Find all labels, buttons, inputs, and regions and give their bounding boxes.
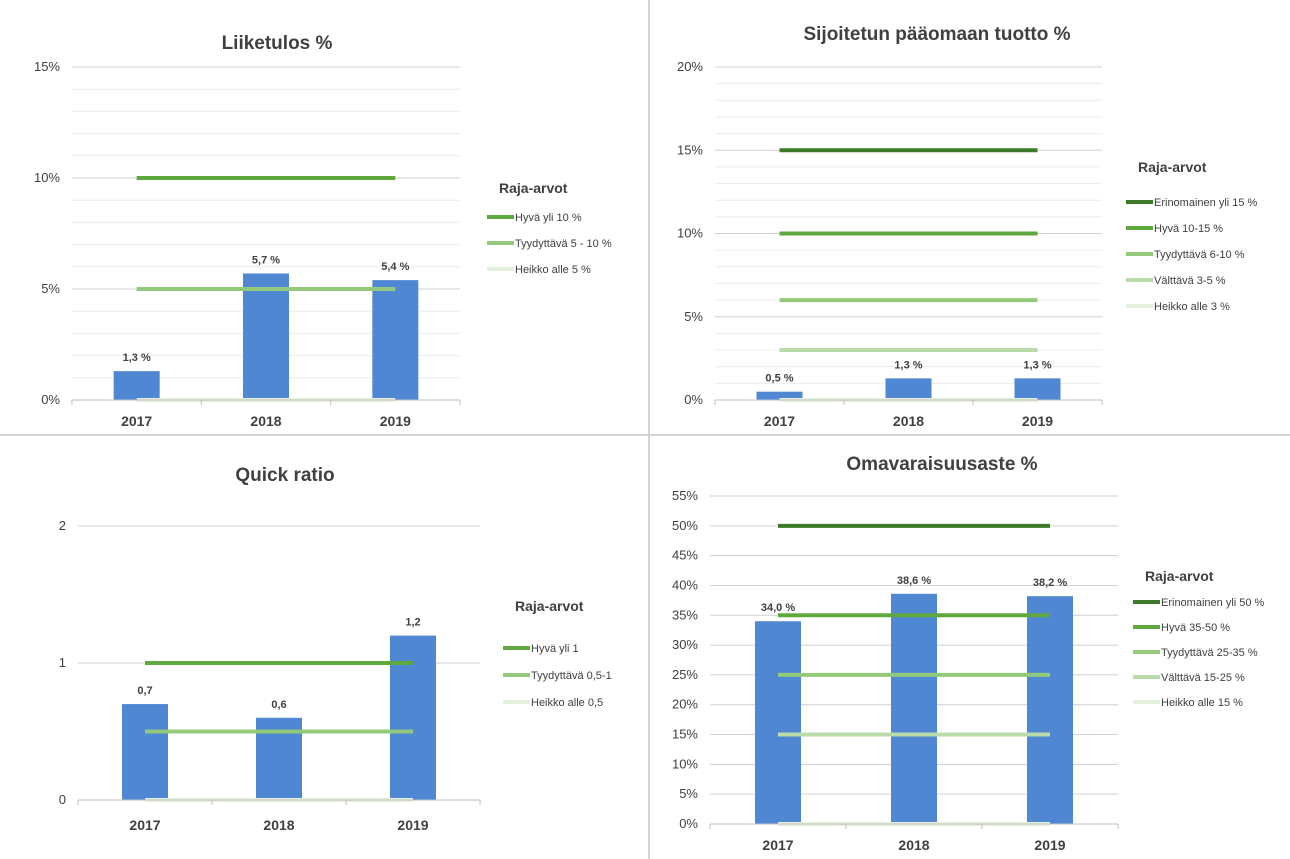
x-tick-label: 2018 [263,817,294,833]
x-tick-label: 2018 [898,837,929,853]
y-tick-label: 10% [677,226,703,241]
chart-title: Quick ratio [235,465,334,486]
legend-entry-heikko-alle-5: Heikko alle 5 % [515,264,591,276]
legend-entry-hyva-yli-1: Hyvä yli 1 [531,643,579,655]
x-tick-label: 2019 [380,413,411,429]
data-label-2019: 38,2 % [1033,577,1067,589]
y-tick-label: 5% [684,309,703,324]
chart-sijoitetun-paaomaan-tuotto: Sijoitetun pääomaan tuotto % 0% 5% 10% 15% 20… [677,24,1258,429]
x-tick-label: 2018 [250,413,281,429]
x-tick-label: 2017 [762,837,793,853]
y-tick-label: 0 [59,792,66,807]
chart-liiketulos: Liiketulos % 0% 5% 10% 15% 1,3 % 5,7 % 5,4 % 201… [34,33,612,429]
x-tick-label: 2019 [1022,413,1053,429]
data-label-2018: 0,6 [271,699,286,711]
x-tick-label: 2017 [764,413,795,429]
y-tick-label: 0% [684,392,703,407]
x-tick-label: 2017 [121,413,152,429]
y-tick-label: 25% [672,667,698,682]
y-tick-label: 30% [672,637,698,652]
y-tick-label: 45% [672,548,698,563]
y-tick-label: 1 [59,655,66,670]
legend-entry-tyydyttava-0-5-1: Tyydyttävä 0,5-1 [531,670,612,682]
data-label-2019: 1,3 % [1023,359,1051,371]
bar-2017 [755,621,801,824]
y-tick-label: 50% [672,518,698,533]
vertical-divider [648,0,650,859]
quick-ratio-chart-panel: Quick ratio 0 1 2 0,7 0,6 1,2 2017 2018 2019 Raja-… [0,436,648,859]
legend-entry-valttava-15-25: Välttävä 15-25 % [1161,672,1245,684]
legend: Raja-arvot Erinomainen yli 15 % Hyvä 10-15… [1126,159,1258,313]
bar-2018 [885,378,932,400]
y-tick-label: 55% [672,488,698,503]
legend-entry-erinomainen-yli-15: Erinomainen yli 15 % [1154,197,1258,209]
bar-2018 [243,273,289,400]
y-tick-label: 15% [672,727,698,742]
data-label-2018: 5,7 % [252,254,280,266]
chart-title: Omavaraisuusaste % [846,454,1037,475]
data-label-2017: 1,3 % [123,352,151,364]
legend-title: Raja-arvot [499,180,568,196]
bar-2017 [756,391,803,400]
liiketulos-chart-panel: Liiketulos % 0% 5% 10% 15% 1,3 % 5,7 % 5,4 % 201… [0,0,648,434]
legend-entry-hyva-yli-10: Hyvä yli 10 % [515,212,582,224]
data-label-2017: 0,5 % [765,373,793,385]
y-tick-label: 5% [679,786,698,801]
bar-2019 [1027,596,1073,824]
bar-2019 [390,635,436,800]
legend-entry-tyydyttava-25-35: Tyydyttävä 25-35 % [1161,647,1258,659]
legend-entry-heikko-alle-15: Heikko alle 15 % [1161,697,1243,709]
legend: Raja-arvot Hyvä yli 10 % Tyydyttävä 5 - 10… [487,180,612,276]
legend-entry-heikko-alle-0-5: Heikko alle 0,5 [531,697,603,709]
legend-entry-hyva-35-50: Hyvä 35-50 % [1161,622,1230,634]
bar-2018 [891,593,937,824]
chart-title: Sijoitetun pääomaan tuotto % [803,24,1070,45]
chart-omavaraisuusaste: Omavaraisuusaste % 0% 5% 10% 15% 20% 25% 30% 35%… [672,454,1265,853]
y-tick-label: 2 [59,518,66,533]
legend-entry-erinomainen-yli-50: Erinomainen yli 50 % [1161,597,1265,609]
y-tick-label: 10% [34,170,60,185]
legend-entry-tyydyttava-6-10: Tyydyttävä 6-10 % [1154,249,1245,261]
legend-entry-tyydyttava-5-10: Tyydyttävä 5 - 10 % [515,238,612,250]
legend: Raja-arvot Hyvä yli 1 Tyydyttävä 0,5-1 Heik… [503,598,612,709]
legend-entry-heikko-alle-3: Heikko alle 3 % [1154,301,1230,313]
y-tick-label: 15% [34,59,60,74]
data-label-2019: 1,2 [405,617,420,629]
data-label-2019: 5,4 % [381,261,409,273]
y-tick-label: 0% [41,392,60,407]
bar-2017 [113,371,160,400]
legend: Raja-arvot Erinomainen yli 50 % Hyvä 35-50… [1133,568,1265,709]
y-tick-label: 40% [672,577,698,592]
legend-entry-valttava-3-5: Välttävä 3-5 % [1154,275,1226,287]
sijoitetun-paaoman-tuotto-chart-panel: Sijoitetun pääomaan tuotto % 0% 5% 10% 15% 20… [650,0,1290,434]
data-label-2018: 38,6 % [897,575,931,587]
horizontal-divider [0,434,1290,436]
y-tick-label: 0% [679,816,698,831]
y-tick-label: 20% [677,59,703,74]
y-tick-label: 20% [672,697,698,712]
data-label-2017: 34,0 % [761,602,795,614]
x-tick-label: 2019 [397,817,428,833]
y-tick-label: 15% [677,142,703,157]
gridlines [715,66,1102,384]
bar-2019 [1014,378,1061,400]
y-tick-label: 35% [672,607,698,622]
legend-title: Raja-arvot [1138,159,1207,175]
bar-2017 [122,704,168,800]
x-tick-label: 2019 [1034,837,1065,853]
chart-title: Liiketulos % [222,33,333,54]
x-tick-label: 2018 [893,413,924,429]
omavaraisuusaste-chart-panel: Omavaraisuusaste % 0% 5% 10% 15% 20% 25% 30% 35%… [650,436,1290,859]
x-tick-label: 2017 [129,817,160,833]
data-label-2017: 0,7 [137,685,152,697]
chart-quick-ratio: Quick ratio 0 1 2 0,7 0,6 1,2 2017 2018 2019 Raja-… [59,465,612,833]
legend-title: Raja-arvot [515,598,584,614]
bar-2019 [372,280,419,400]
data-label-2018: 1,3 % [894,359,922,371]
legend-title: Raja-arvot [1145,568,1214,584]
y-tick-label: 10% [672,756,698,771]
y-tick-label: 5% [41,281,60,296]
legend-entry-hyva-10-15: Hyvä 10-15 % [1154,223,1223,235]
